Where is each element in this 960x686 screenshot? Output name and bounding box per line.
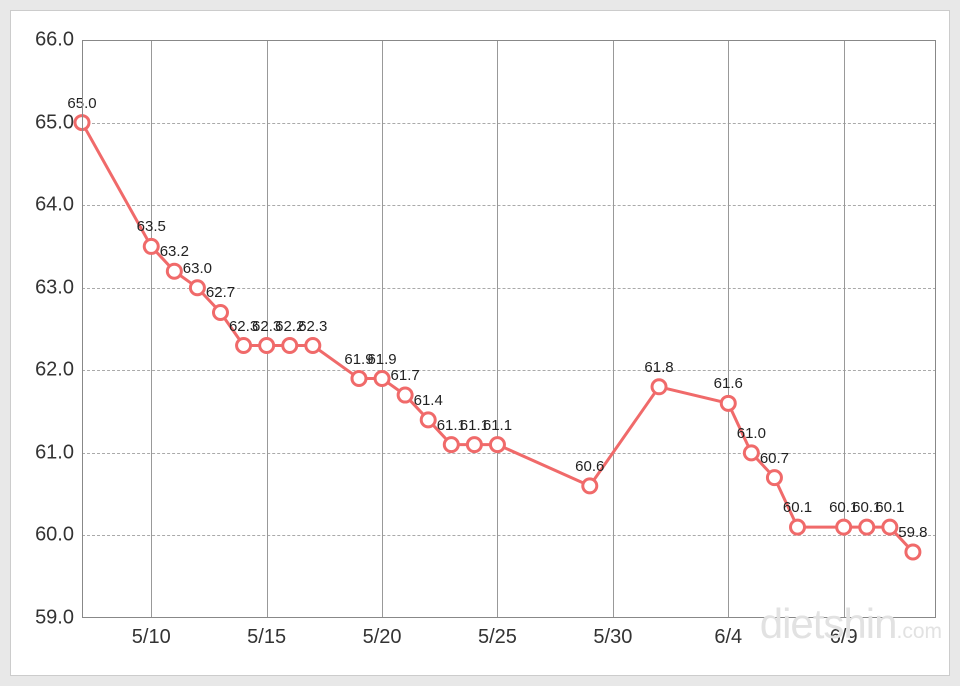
y-tick-label: 66.0 xyxy=(35,29,82,52)
data-point-marker xyxy=(744,446,758,460)
data-point-marker xyxy=(837,520,851,534)
data-point-label: 59.8 xyxy=(898,524,927,541)
data-point-marker xyxy=(375,372,389,386)
data-point-marker xyxy=(791,520,805,534)
plot-area: 59.060.061.062.063.064.065.066.05/105/15… xyxy=(82,40,936,618)
data-point-marker xyxy=(467,438,481,452)
data-point-marker xyxy=(167,264,181,278)
data-point-label: 61.7 xyxy=(391,367,420,384)
y-tick-label: 59.0 xyxy=(35,607,82,630)
data-point-marker xyxy=(260,339,274,353)
x-tick-label: 5/10 xyxy=(132,618,171,649)
data-point-label: 63.5 xyxy=(137,218,166,235)
line-path xyxy=(82,123,913,552)
data-point-marker xyxy=(906,545,920,559)
data-point-marker xyxy=(883,520,897,534)
data-point-marker xyxy=(421,413,435,427)
data-point-label: 60.1 xyxy=(875,499,904,516)
data-point-label: 60.6 xyxy=(575,458,604,475)
data-point-marker xyxy=(283,339,297,353)
data-point-label: 63.0 xyxy=(183,260,212,277)
y-tick-label: 60.0 xyxy=(35,524,82,547)
data-point-marker xyxy=(721,396,735,410)
data-point-label: 60.1 xyxy=(783,499,812,516)
y-tick-label: 63.0 xyxy=(35,276,82,299)
y-tick-label: 61.0 xyxy=(35,441,82,464)
data-point-marker xyxy=(306,339,320,353)
data-point-label: 61.4 xyxy=(414,392,443,409)
data-point-marker xyxy=(213,305,227,319)
data-point-label: 61.0 xyxy=(737,425,766,442)
data-point-marker xyxy=(652,380,666,394)
data-point-marker xyxy=(75,116,89,130)
data-point-marker xyxy=(444,438,458,452)
data-point-label: 65.0 xyxy=(67,95,96,112)
data-point-marker xyxy=(352,372,366,386)
x-tick-label: 5/25 xyxy=(478,618,517,649)
data-point-label: 61.8 xyxy=(644,359,673,376)
x-tick-label: 6/4 xyxy=(714,618,742,649)
data-point-label: 61.1 xyxy=(483,417,512,434)
x-tick-label: 5/20 xyxy=(363,618,402,649)
x-tick-label: 6/9 xyxy=(830,618,858,649)
data-point-label: 63.2 xyxy=(160,243,189,260)
y-tick-label: 64.0 xyxy=(35,194,82,217)
x-tick-label: 5/30 xyxy=(593,618,632,649)
line-series-svg xyxy=(82,40,936,618)
data-point-label: 61.9 xyxy=(367,351,396,368)
data-point-label: 61.6 xyxy=(714,375,743,392)
data-point-marker xyxy=(237,339,251,353)
y-tick-label: 62.0 xyxy=(35,359,82,382)
data-point-label: 62.7 xyxy=(206,284,235,301)
data-point-marker xyxy=(144,239,158,253)
data-point-label: 60.7 xyxy=(760,450,789,467)
data-point-marker xyxy=(490,438,504,452)
x-tick-label: 5/15 xyxy=(247,618,286,649)
data-point-marker xyxy=(583,479,597,493)
data-point-marker xyxy=(860,520,874,534)
data-point-marker xyxy=(767,471,781,485)
data-point-marker xyxy=(190,281,204,295)
data-point-marker xyxy=(398,388,412,402)
data-point-label: 62.3 xyxy=(298,318,327,335)
